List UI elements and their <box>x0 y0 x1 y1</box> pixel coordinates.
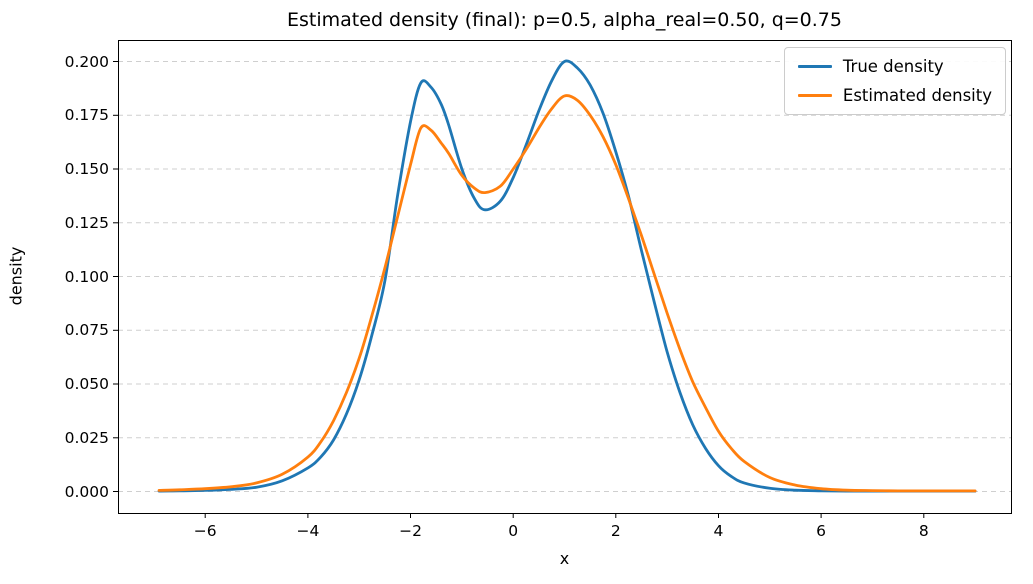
estimated-density-curve <box>157 94 977 493</box>
x-tick-label: 8 <box>918 522 929 540</box>
y-tick-label: 0.025 <box>64 428 109 447</box>
legend-item-estimated-density: Estimated density <box>797 86 992 105</box>
chart-title: Estimated density (final): p=0.5, alpha_… <box>287 9 842 31</box>
x-tick-label: −6 <box>193 522 217 540</box>
x-tick-label: 0 <box>508 522 519 540</box>
legend-label-true-density: True density <box>842 57 944 76</box>
y-tick-label: 0.200 <box>64 52 109 71</box>
legend-item-true-density: True density <box>797 57 992 76</box>
x-tick-label: 6 <box>816 522 827 540</box>
y-axis-label: density <box>6 246 26 306</box>
legend: True density Estimated density <box>783 47 1006 115</box>
y-tick-label: 0.175 <box>64 106 109 125</box>
x-tick-label: 4 <box>713 522 724 540</box>
y-tick-label: 0.000 <box>64 482 109 501</box>
x-tick-label: −4 <box>296 522 320 540</box>
x-tick-label: 2 <box>610 522 621 540</box>
y-tick-label: 0.050 <box>64 375 109 393</box>
x-tick-label: −2 <box>399 522 422 540</box>
true-density-curve <box>157 59 977 493</box>
y-tick-label: 0.150 <box>64 160 109 178</box>
estimated-density-line-swatch <box>797 93 832 98</box>
y-tick-label: 0.100 <box>64 267 109 286</box>
true-density-line-swatch <box>797 64 832 69</box>
y-tick-label: 0.125 <box>64 213 109 232</box>
y-tick-label: 0.075 <box>64 321 109 340</box>
legend-label-estimated-density: Estimated density <box>842 86 992 105</box>
axes-spines <box>118 40 1012 514</box>
x-axis-label: x <box>559 549 570 568</box>
